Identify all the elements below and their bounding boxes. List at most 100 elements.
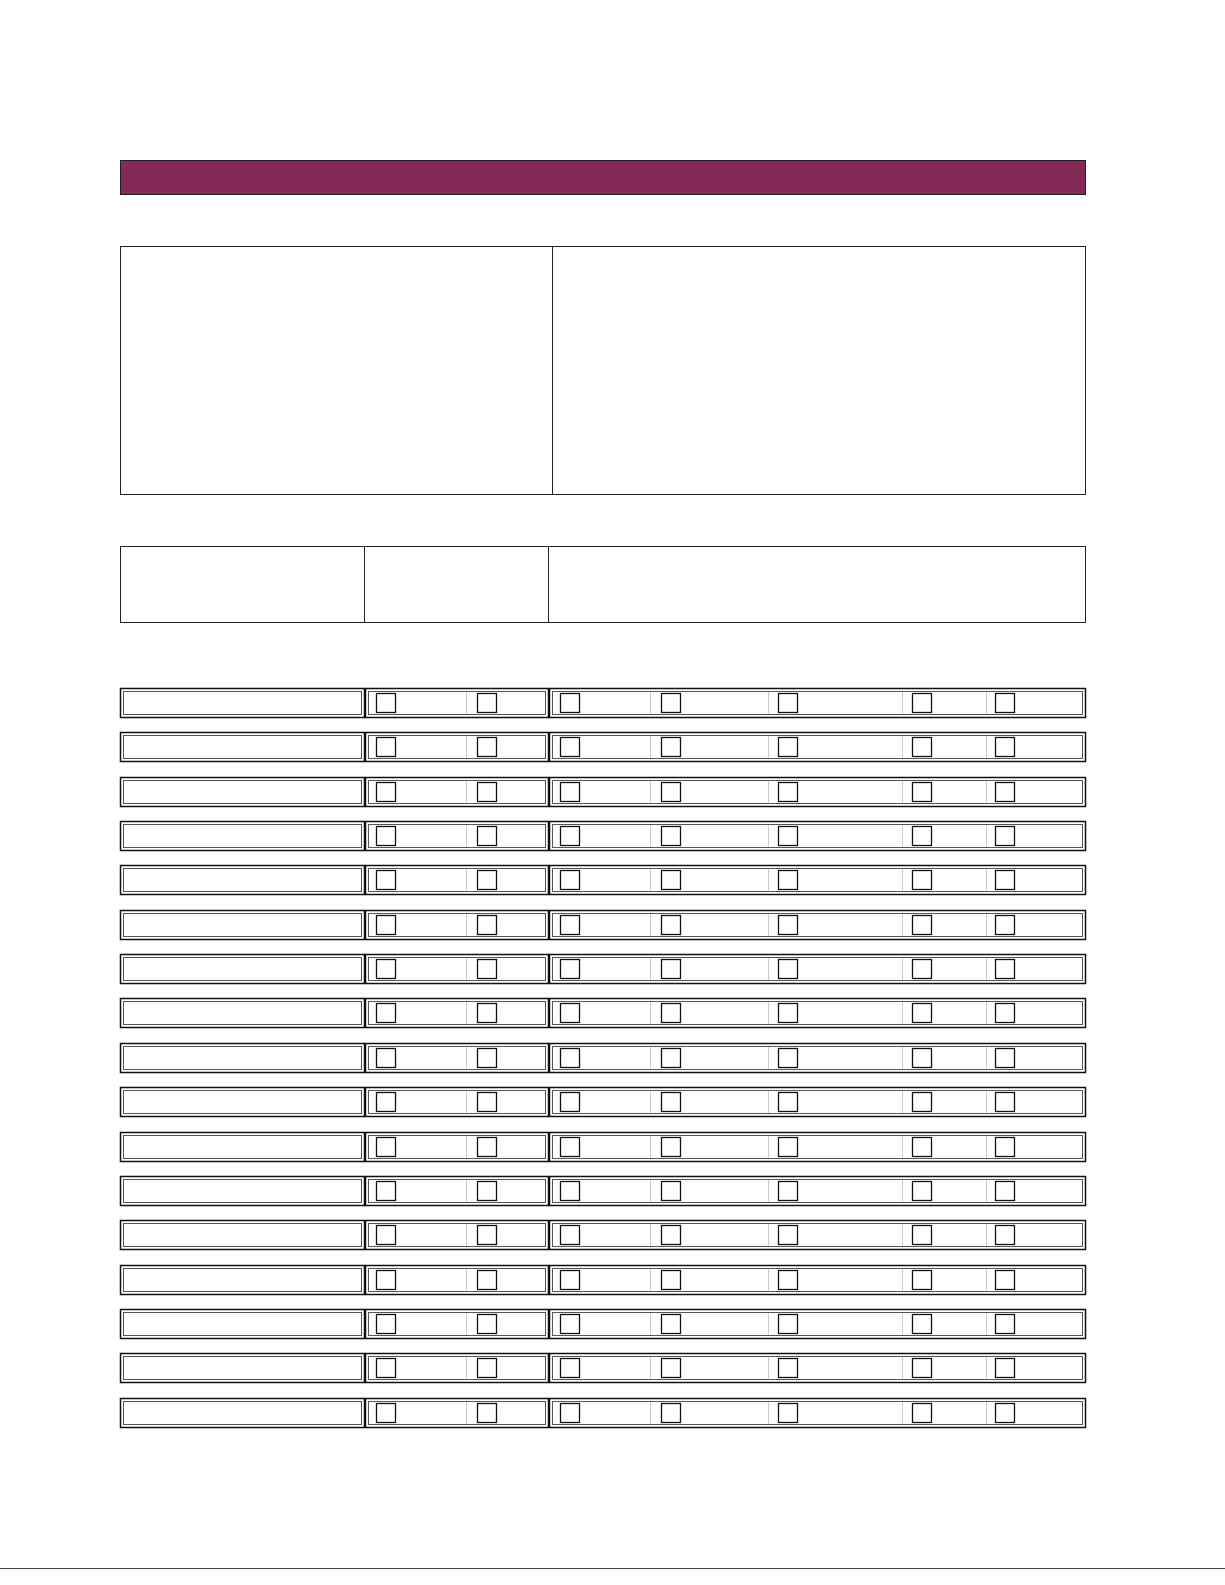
checkbox[interactable] xyxy=(476,736,498,758)
checkbox[interactable] xyxy=(660,1047,682,1069)
checkbox[interactable] xyxy=(476,1091,498,1113)
checkbox[interactable] xyxy=(559,958,581,980)
checkbox[interactable] xyxy=(559,869,581,891)
checkbox[interactable] xyxy=(911,1224,933,1246)
checkbox[interactable] xyxy=(994,914,1016,936)
checkbox[interactable] xyxy=(911,825,933,847)
checkbox[interactable] xyxy=(777,1136,799,1158)
checkbox[interactable] xyxy=(911,1313,933,1335)
checkbox[interactable] xyxy=(476,1357,498,1379)
checkbox[interactable] xyxy=(559,1357,581,1379)
checkbox[interactable] xyxy=(476,869,498,891)
checkbox[interactable] xyxy=(476,1180,498,1202)
checkbox[interactable] xyxy=(660,1136,682,1158)
checkbox[interactable] xyxy=(911,736,933,758)
checkbox[interactable] xyxy=(911,1047,933,1069)
checkbox[interactable] xyxy=(375,1047,397,1069)
checkbox[interactable] xyxy=(994,958,1016,980)
checkbox[interactable] xyxy=(911,1091,933,1113)
checkbox[interactable] xyxy=(777,1224,799,1246)
checkbox[interactable] xyxy=(559,825,581,847)
checkbox[interactable] xyxy=(994,1357,1016,1379)
checkbox[interactable] xyxy=(476,692,498,714)
checkbox[interactable] xyxy=(375,1269,397,1291)
checkbox[interactable] xyxy=(660,736,682,758)
checkbox[interactable] xyxy=(559,1224,581,1246)
checkbox[interactable] xyxy=(994,736,1016,758)
checkbox[interactable] xyxy=(911,692,933,714)
checkbox[interactable] xyxy=(375,1402,397,1424)
checkbox[interactable] xyxy=(476,825,498,847)
checkbox[interactable] xyxy=(559,1047,581,1069)
checkbox[interactable] xyxy=(559,1002,581,1024)
checkbox[interactable] xyxy=(994,869,1016,891)
checkbox[interactable] xyxy=(559,1269,581,1291)
checkbox[interactable] xyxy=(660,958,682,980)
checkbox[interactable] xyxy=(660,1313,682,1335)
checkbox[interactable] xyxy=(559,1091,581,1113)
checkbox[interactable] xyxy=(777,1091,799,1113)
checkbox[interactable] xyxy=(660,1269,682,1291)
checkbox[interactable] xyxy=(911,781,933,803)
checkbox[interactable] xyxy=(375,1091,397,1113)
checkbox[interactable] xyxy=(660,1002,682,1024)
checkbox[interactable] xyxy=(777,914,799,936)
checkbox[interactable] xyxy=(777,1357,799,1379)
checkbox[interactable] xyxy=(660,869,682,891)
checkbox[interactable] xyxy=(994,692,1016,714)
checkbox[interactable] xyxy=(777,1047,799,1069)
checkbox[interactable] xyxy=(994,1002,1016,1024)
checkbox[interactable] xyxy=(559,1180,581,1202)
checkbox[interactable] xyxy=(994,1180,1016,1202)
checkbox[interactable] xyxy=(660,825,682,847)
checkbox[interactable] xyxy=(777,1313,799,1335)
checkbox[interactable] xyxy=(911,1180,933,1202)
checkbox[interactable] xyxy=(777,781,799,803)
checkbox[interactable] xyxy=(375,1180,397,1202)
checkbox[interactable] xyxy=(476,781,498,803)
checkbox[interactable] xyxy=(994,1224,1016,1246)
checkbox[interactable] xyxy=(777,825,799,847)
checkbox[interactable] xyxy=(476,1313,498,1335)
checkbox[interactable] xyxy=(911,1402,933,1424)
checkbox[interactable] xyxy=(660,692,682,714)
checkbox[interactable] xyxy=(994,1313,1016,1335)
checkbox[interactable] xyxy=(660,1224,682,1246)
checkbox[interactable] xyxy=(994,1091,1016,1113)
checkbox[interactable] xyxy=(476,1136,498,1158)
checkbox[interactable] xyxy=(994,1136,1016,1158)
checkbox[interactable] xyxy=(911,958,933,980)
checkbox[interactable] xyxy=(911,869,933,891)
checkbox[interactable] xyxy=(660,1180,682,1202)
checkbox[interactable] xyxy=(911,1357,933,1379)
checkbox[interactable] xyxy=(476,1269,498,1291)
checkbox[interactable] xyxy=(375,869,397,891)
checkbox[interactable] xyxy=(375,1136,397,1158)
checkbox[interactable] xyxy=(476,914,498,936)
checkbox[interactable] xyxy=(559,781,581,803)
checkbox[interactable] xyxy=(559,1136,581,1158)
checkbox[interactable] xyxy=(777,692,799,714)
checkbox[interactable] xyxy=(375,1357,397,1379)
checkbox[interactable] xyxy=(476,1402,498,1424)
checkbox[interactable] xyxy=(476,1224,498,1246)
checkbox[interactable] xyxy=(994,1047,1016,1069)
checkbox[interactable] xyxy=(375,692,397,714)
checkbox[interactable] xyxy=(994,1402,1016,1424)
checkbox[interactable] xyxy=(911,1002,933,1024)
checkbox[interactable] xyxy=(375,1002,397,1024)
checkbox[interactable] xyxy=(777,736,799,758)
checkbox[interactable] xyxy=(660,1091,682,1113)
checkbox[interactable] xyxy=(559,692,581,714)
checkbox[interactable] xyxy=(476,1047,498,1069)
checkbox[interactable] xyxy=(911,914,933,936)
checkbox[interactable] xyxy=(777,1002,799,1024)
checkbox[interactable] xyxy=(375,825,397,847)
checkbox[interactable] xyxy=(476,1002,498,1024)
checkbox[interactable] xyxy=(375,958,397,980)
checkbox[interactable] xyxy=(660,1357,682,1379)
checkbox[interactable] xyxy=(476,958,498,980)
checkbox[interactable] xyxy=(660,781,682,803)
checkbox[interactable] xyxy=(911,1136,933,1158)
checkbox[interactable] xyxy=(777,869,799,891)
